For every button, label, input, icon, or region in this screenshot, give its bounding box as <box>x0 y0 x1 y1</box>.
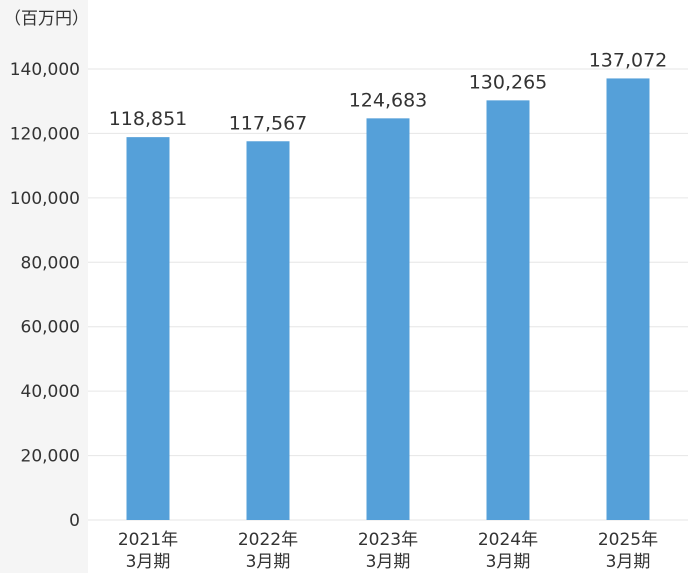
bar <box>246 141 290 521</box>
bar <box>606 78 650 520</box>
x-category-label: 2025年 <box>598 530 658 550</box>
y-tick-label: 0 <box>69 511 80 531</box>
unit-label: （百万円） <box>4 9 89 29</box>
x-category-label: 2023年 <box>358 530 418 550</box>
bar <box>486 100 530 521</box>
bars <box>126 78 650 521</box>
x-category-label: 2021年 <box>118 530 178 550</box>
y-tick-label: 20,000 <box>21 447 80 467</box>
y-axis-panel <box>0 0 88 573</box>
y-tick-label: 100,000 <box>10 189 80 209</box>
value-label: 130,265 <box>469 71 548 93</box>
value-label: 124,683 <box>349 89 428 111</box>
value-label: 117,567 <box>229 112 308 134</box>
value-label: 118,851 <box>109 108 188 130</box>
value-label: 137,072 <box>589 49 668 71</box>
y-tick-label: 40,000 <box>21 382 80 402</box>
y-axis-ticks: 0 20,000 40,000 60,000 80,000 100,000 120,000 1… <box>10 60 80 531</box>
x-category-label: 3月期 <box>246 552 291 572</box>
x-category-label: 2024年 <box>478 530 538 550</box>
x-category-label: 3月期 <box>486 552 531 572</box>
y-tick-label: 120,000 <box>10 124 80 144</box>
bar <box>126 137 170 520</box>
y-tick-label: 80,000 <box>21 253 80 273</box>
value-labels: 118,851 117,567 124,683 130,265 137,072 <box>109 49 668 134</box>
x-category-label: 3月期 <box>366 552 411 572</box>
bar <box>366 118 410 520</box>
x-category-label: 3月期 <box>606 552 651 572</box>
y-tick-label: 140,000 <box>10 60 80 80</box>
x-category-label: 3月期 <box>126 552 171 572</box>
x-category-label: 2022年 <box>238 530 298 550</box>
y-tick-label: 60,000 <box>21 318 80 338</box>
